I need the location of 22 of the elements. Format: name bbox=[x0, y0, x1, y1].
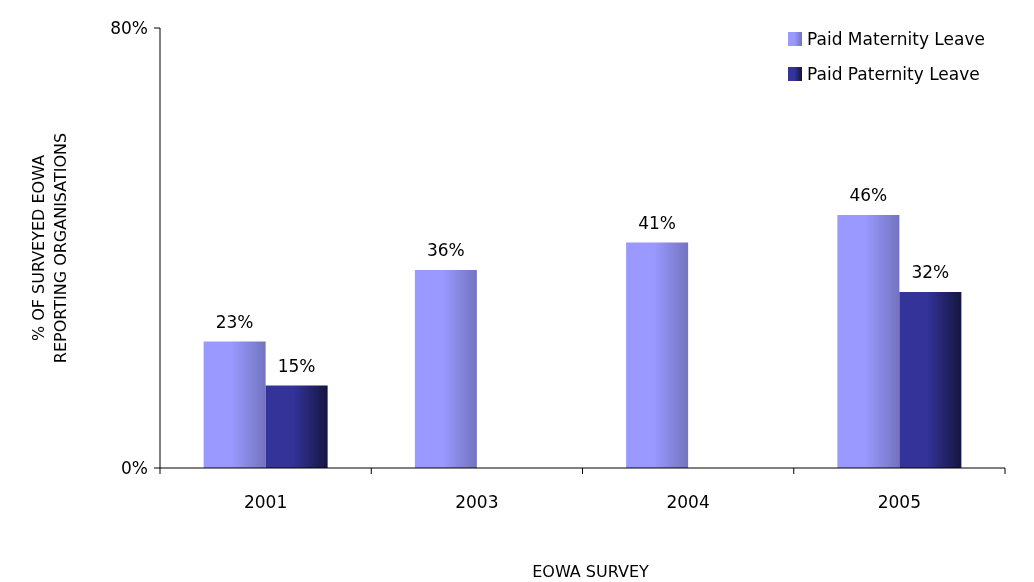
bar bbox=[414, 270, 477, 468]
x-tick-label: 2005 bbox=[877, 492, 922, 512]
bar bbox=[837, 215, 900, 468]
data-label: 23% bbox=[215, 311, 254, 332]
data-label: 36% bbox=[426, 240, 465, 260]
bar bbox=[265, 385, 328, 468]
bar bbox=[203, 341, 266, 468]
x-tick-label: 2004 bbox=[666, 492, 710, 512]
bar bbox=[899, 292, 962, 468]
x-tick-label: 2001 bbox=[243, 492, 288, 512]
bar bbox=[626, 242, 689, 468]
legend-label: Paid Maternity Leave bbox=[807, 28, 985, 49]
y-tick-label: 80% bbox=[110, 17, 148, 38]
data-label: 46% bbox=[849, 185, 888, 205]
x-tick-label: 2003 bbox=[455, 492, 499, 512]
data-label: 41% bbox=[638, 212, 677, 233]
legend-label: Paid Paternity Leave bbox=[807, 63, 980, 84]
data-label: 15% bbox=[277, 355, 316, 376]
y-axis-title: % OF SURVEYED EOWA REPORTING ORGANISATIONS bbox=[29, 132, 70, 364]
data-label: 32% bbox=[911, 262, 950, 282]
y-tick-label: 0% bbox=[121, 457, 148, 478]
x-axis-title: EOWA SURVEY bbox=[532, 562, 650, 581]
